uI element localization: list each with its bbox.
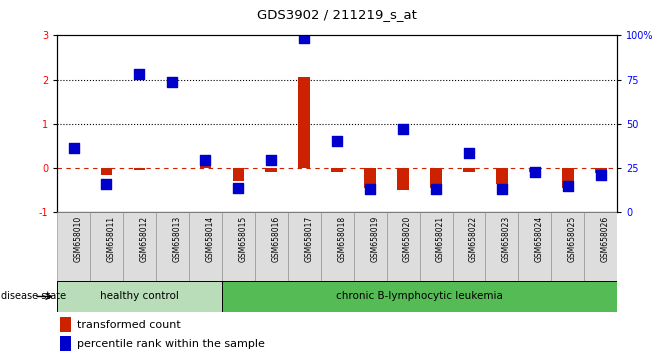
Bar [156, 212, 189, 283]
Text: GDS3902 / 211219_s_at: GDS3902 / 211219_s_at [257, 8, 417, 21]
Point [497, 187, 507, 192]
Bar [60, 337, 71, 351]
Text: GSM658024: GSM658024 [535, 216, 544, 262]
Text: transformed count: transformed count [76, 320, 180, 330]
Point [595, 172, 606, 178]
Text: GSM658019: GSM658019 [370, 216, 379, 262]
Bar [101, 168, 112, 175]
Bar [288, 212, 321, 283]
Bar [299, 78, 310, 168]
Text: healthy control: healthy control [100, 291, 179, 302]
Bar [386, 212, 419, 283]
Text: GSM658014: GSM658014 [205, 216, 214, 262]
Bar [529, 168, 541, 172]
Bar [552, 212, 584, 283]
Bar [496, 168, 508, 184]
Text: GSM658018: GSM658018 [338, 216, 346, 262]
Bar [321, 212, 354, 283]
Point [233, 185, 244, 191]
Bar [364, 168, 376, 188]
Point [200, 157, 211, 163]
Text: GSM658013: GSM658013 [172, 216, 181, 262]
Bar [430, 168, 442, 188]
Bar [331, 168, 343, 172]
Bar [57, 212, 90, 283]
Bar [419, 212, 452, 283]
Bar [486, 212, 519, 283]
Text: GSM658023: GSM658023 [502, 216, 511, 262]
Bar [452, 212, 486, 283]
Point [68, 145, 79, 151]
Point [431, 186, 442, 192]
Bar [463, 168, 475, 172]
Bar [134, 168, 145, 170]
Point [332, 138, 343, 144]
Bar [354, 212, 386, 283]
Bar [57, 281, 222, 312]
Bar [562, 168, 574, 188]
Bar [60, 317, 71, 332]
Point [562, 183, 573, 189]
Point [167, 79, 178, 85]
Text: chronic B-lymphocytic leukemia: chronic B-lymphocytic leukemia [336, 291, 503, 302]
Point [134, 72, 145, 77]
Point [266, 157, 276, 163]
Bar [595, 168, 607, 173]
Bar [222, 212, 255, 283]
Text: GSM658026: GSM658026 [601, 216, 610, 262]
Bar [519, 212, 552, 283]
Text: GSM658016: GSM658016 [271, 216, 280, 262]
Point [299, 35, 309, 40]
Bar [189, 212, 222, 283]
Point [529, 169, 540, 175]
Bar [266, 168, 277, 172]
Text: disease state: disease state [1, 291, 66, 302]
Bar [90, 212, 123, 283]
Bar [584, 212, 617, 283]
Point [398, 126, 409, 132]
Bar [255, 212, 288, 283]
Bar [222, 281, 617, 312]
Bar [199, 166, 211, 168]
Point [101, 181, 112, 187]
Bar [233, 168, 244, 181]
Text: GSM658011: GSM658011 [107, 216, 115, 262]
Text: GSM658025: GSM658025 [568, 216, 577, 262]
Text: GSM658022: GSM658022 [469, 216, 478, 262]
Text: percentile rank within the sample: percentile rank within the sample [76, 339, 264, 349]
Point [365, 186, 376, 192]
Point [464, 150, 474, 155]
Text: GSM658015: GSM658015 [238, 216, 248, 262]
Bar [123, 212, 156, 283]
Bar [397, 168, 409, 190]
Text: GSM658020: GSM658020 [403, 216, 412, 262]
Text: GSM658017: GSM658017 [304, 216, 313, 262]
Text: GSM658021: GSM658021 [436, 216, 445, 262]
Text: GSM658010: GSM658010 [74, 216, 83, 262]
Text: GSM658012: GSM658012 [140, 216, 148, 262]
